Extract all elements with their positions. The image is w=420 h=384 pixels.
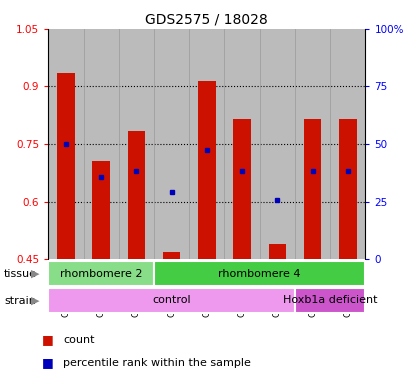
Text: count: count <box>63 335 94 345</box>
Bar <box>92 161 110 259</box>
Bar <box>233 119 251 259</box>
Text: control: control <box>152 295 191 306</box>
Bar <box>189 29 224 259</box>
Bar <box>119 29 154 259</box>
Bar <box>48 288 295 313</box>
Text: tissue: tissue <box>4 269 37 279</box>
Bar <box>57 73 75 259</box>
Bar <box>304 119 321 259</box>
Bar <box>198 81 215 259</box>
Bar <box>260 29 295 259</box>
Bar <box>84 29 119 259</box>
Text: ▶: ▶ <box>32 296 40 306</box>
Text: strain: strain <box>4 296 36 306</box>
Text: rhombomere 4: rhombomere 4 <box>218 268 301 279</box>
Text: ▶: ▶ <box>32 269 40 279</box>
Bar <box>295 29 330 259</box>
Bar <box>268 244 286 259</box>
Bar <box>48 29 84 259</box>
Bar <box>154 261 365 286</box>
Bar <box>295 288 365 313</box>
Bar <box>48 261 154 286</box>
Text: percentile rank within the sample: percentile rank within the sample <box>63 358 251 368</box>
Bar <box>128 131 145 259</box>
Bar <box>339 119 357 259</box>
Bar <box>154 29 189 259</box>
Text: rhombomere 2: rhombomere 2 <box>60 268 142 279</box>
Text: ■: ■ <box>42 333 54 346</box>
Text: Hoxb1a deficient: Hoxb1a deficient <box>283 295 378 306</box>
Bar <box>163 252 181 259</box>
Title: GDS2575 / 18028: GDS2575 / 18028 <box>145 12 268 26</box>
Bar <box>224 29 260 259</box>
Bar <box>330 29 365 259</box>
Text: ■: ■ <box>42 356 54 369</box>
